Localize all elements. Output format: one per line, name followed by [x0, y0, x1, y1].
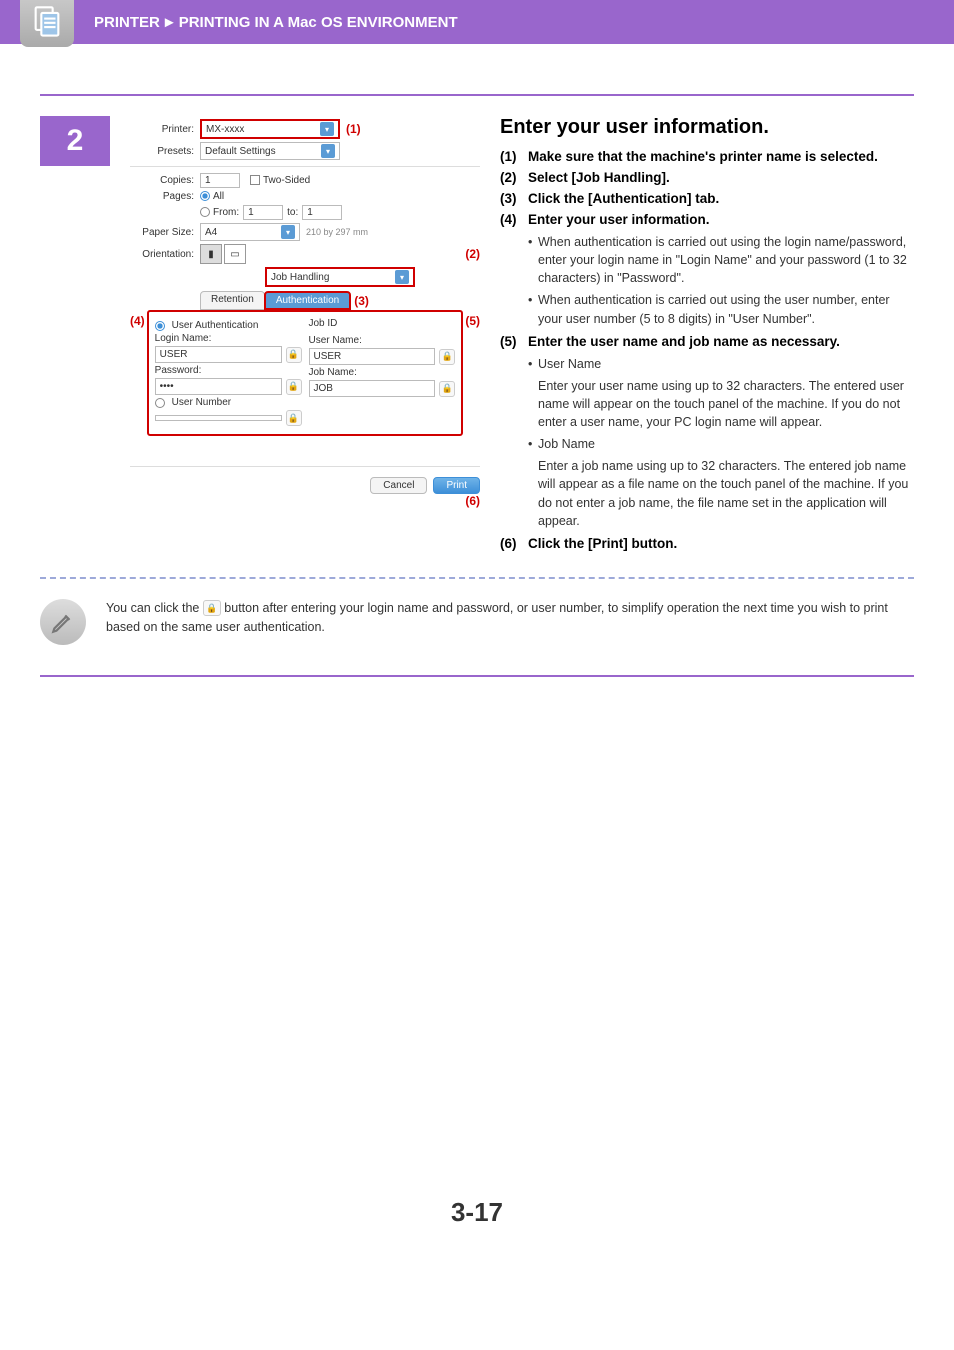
chevron-down-icon: ▾	[321, 144, 335, 158]
printer-label: Printer:	[130, 124, 200, 135]
twosided-label: Two-Sided	[263, 175, 310, 186]
breadcrumb-left: PRINTER	[94, 14, 160, 31]
papersize-select[interactable]: A4 ▾	[200, 223, 300, 241]
section-select[interactable]: Job Handling ▾	[265, 267, 415, 287]
bottom-rule	[40, 675, 914, 677]
user-number-radio[interactable]	[155, 398, 165, 408]
instr-5-jn: Enter a job name using up to 32 characte…	[528, 457, 914, 530]
presets-value: Default Settings	[205, 146, 276, 157]
job-name-input[interactable]: JOB	[309, 380, 436, 397]
marker-6: (6)	[465, 494, 480, 508]
instr-2-num: (2)	[500, 170, 528, 185]
cancel-button[interactable]: Cancel	[370, 477, 427, 494]
top-rule	[40, 94, 914, 96]
job-name-label: Job Name:	[309, 367, 456, 378]
print-button[interactable]: Print	[433, 477, 480, 494]
papersize-value: A4	[205, 227, 217, 238]
instr-4: Enter your user information.	[528, 212, 710, 227]
user-auth-label: User Authentication	[172, 320, 259, 331]
lock-icon[interactable]: 🔒	[286, 410, 302, 426]
instr-5-jn-title: Job Name	[528, 435, 914, 453]
instr-5-un-title: User Name	[528, 355, 914, 373]
instr-3-num: (3)	[500, 191, 528, 206]
user-auth-radio[interactable]	[155, 321, 165, 331]
pages-label: Pages:	[130, 191, 200, 202]
user-name-label: User Name:	[309, 335, 456, 346]
presets-label: Presets:	[130, 146, 200, 157]
pages-from-label: From:	[213, 207, 239, 218]
printer-select[interactable]: MX-xxxx ▾	[200, 119, 340, 139]
orientation-portrait-button[interactable]: ▮	[200, 244, 222, 264]
login-name-label: Login Name:	[155, 333, 302, 344]
tab-authentication[interactable]: Authentication	[264, 291, 351, 310]
instr-1-num: (1)	[500, 149, 528, 164]
user-number-input[interactable]	[155, 415, 282, 421]
instr-4-num: (4)	[500, 212, 528, 227]
tab-retention[interactable]: Retention	[200, 291, 265, 310]
note-pre: You can click the	[106, 601, 203, 615]
page-number: 3-17	[40, 1197, 914, 1228]
page-header: PRINTER ► PRINTING IN A Mac OS ENVIRONME…	[0, 0, 954, 44]
user-number-label: User Number	[172, 397, 231, 408]
printer-icon	[20, 0, 74, 47]
password-input[interactable]: ••••	[155, 378, 282, 395]
orientation-landscape-button[interactable]: ▭	[224, 244, 246, 264]
printer-value: MX-xxxx	[206, 124, 244, 135]
marker-3: (3)	[354, 294, 369, 308]
section-value: Job Handling	[271, 272, 329, 283]
marker-5: (5)	[465, 314, 480, 328]
password-label: Password:	[155, 365, 302, 376]
login-name-input[interactable]: USER	[155, 346, 282, 363]
lock-icon[interactable]: 🔒	[439, 381, 455, 397]
papersize-dim: 210 by 297 mm	[306, 227, 368, 237]
instr-6: Click the [Print] button.	[528, 536, 677, 551]
pages-all-radio[interactable]	[200, 191, 210, 201]
copies-input[interactable]: 1	[200, 173, 240, 188]
pencil-icon	[40, 599, 86, 645]
lock-icon[interactable]: 🔒	[286, 379, 302, 395]
instr-1: Make sure that the machine's printer nam…	[528, 149, 878, 164]
lock-icon[interactable]: 🔒	[286, 347, 302, 363]
note-post: button after entering your login name an…	[106, 601, 888, 634]
copies-label: Copies:	[130, 175, 200, 186]
marker-1: (1)	[346, 122, 361, 136]
instr-4-b1: When authentication is carried out using…	[528, 233, 914, 287]
instr-5-num: (5)	[500, 334, 528, 349]
user-name-input[interactable]: USER	[309, 348, 436, 365]
pages-from-radio[interactable]	[200, 207, 210, 217]
marker-2: (2)	[465, 247, 480, 261]
pages-to-label: to:	[287, 207, 298, 218]
breadcrumb-sep: ►	[162, 14, 177, 31]
dashed-separator	[40, 577, 914, 579]
jobid-label: Job ID	[309, 318, 456, 329]
chevron-down-icon: ▾	[395, 270, 409, 284]
presets-select[interactable]: Default Settings ▾	[200, 142, 340, 160]
papersize-label: Paper Size:	[130, 227, 200, 238]
twosided-checkbox[interactable]	[250, 175, 260, 185]
pages-to-input[interactable]: 1	[302, 205, 342, 220]
instr-3: Click the [Authentication] tab.	[528, 191, 719, 206]
instructions-heading: Enter your user information.	[500, 116, 914, 139]
orientation-label: Orientation:	[130, 249, 200, 260]
lock-icon[interactable]: 🔒	[439, 349, 455, 365]
chevron-down-icon: ▾	[281, 225, 295, 239]
instr-6-num: (6)	[500, 536, 528, 551]
pages-from-input[interactable]: 1	[243, 205, 283, 220]
instr-4-b2: When authentication is carried out using…	[528, 291, 914, 327]
note-text: You can click the 🔒 button after enterin…	[106, 599, 914, 637]
pages-all-label: All	[213, 191, 224, 202]
marker-4: (4)	[130, 314, 145, 328]
instr-5-un: Enter your user name using up to 32 char…	[528, 377, 914, 431]
instr-2: Select [Job Handling].	[528, 170, 670, 185]
instructions: Enter your user information. (1)Make sur…	[500, 116, 914, 557]
print-dialog: Printer: MX-xxxx ▾ (1) Presets: Default …	[130, 116, 480, 557]
instr-5: Enter the user name and job name as nece…	[528, 334, 840, 349]
chevron-down-icon: ▾	[320, 122, 334, 136]
breadcrumb-right: PRINTING IN A Mac OS ENVIRONMENT	[179, 14, 458, 31]
step-number: 2	[40, 116, 110, 166]
lock-icon: 🔒	[203, 600, 221, 616]
